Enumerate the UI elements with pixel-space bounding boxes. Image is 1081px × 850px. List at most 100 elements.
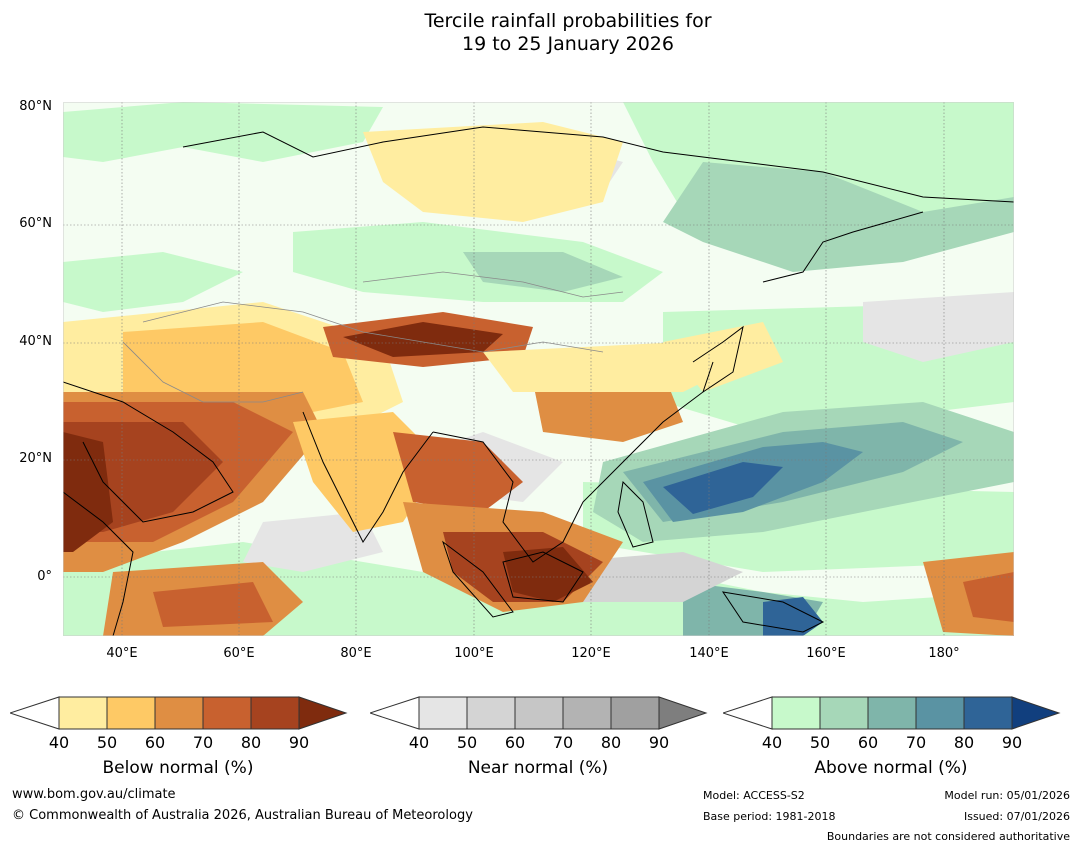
above-colorbar-low-arrow [723, 696, 773, 730]
coast-india [302, 411, 434, 543]
below-tick: 50 [96, 733, 118, 752]
near-tick: 50 [456, 733, 478, 752]
below-normal-title: Below normal (%) [102, 758, 254, 778]
china-yellow [483, 342, 723, 392]
model-run-text: Model run: 05/01/2026 [944, 789, 1070, 802]
lon-label-60e: 60°E [223, 646, 255, 661]
country-borders [122, 271, 624, 403]
above-tick: 80 [953, 733, 975, 752]
central-asia-teal [463, 252, 623, 292]
border-central-asia [142, 301, 604, 353]
near-normal-title: Near normal (%) [467, 758, 609, 778]
title-line-1: Tercile rainfall probabilities for [424, 10, 712, 32]
near-swatch-4 [562, 696, 612, 730]
map-frame [63, 102, 1014, 636]
japan-yellow [663, 322, 783, 392]
copyright-text: © Commonwealth of Australia 2026, Austra… [12, 808, 473, 823]
coast-japan [692, 325, 744, 393]
lon-label-120e: 120°E [571, 646, 611, 661]
graticule [63, 102, 1014, 636]
border-mongolia [362, 271, 624, 298]
se-pacific-brown [963, 572, 1014, 622]
below-tick: 60 [144, 733, 166, 752]
lon-label-100e: 100°E [454, 646, 494, 661]
near-colorbar-low-arrow [370, 696, 420, 730]
below-normal-colorbar [10, 696, 348, 730]
coast-sumatra [442, 540, 514, 618]
below-swatch-2 [106, 696, 156, 730]
rainfall-map[interactable] [63, 102, 1014, 636]
coast-philippines [617, 480, 654, 548]
title-line-2: 19 to 25 January 2026 [462, 33, 674, 55]
below-tick: 70 [192, 733, 214, 752]
lon-label-160e: 160°E [806, 646, 846, 661]
lon-label-180: 180° [928, 646, 960, 661]
lat-label-80n: 80°N [19, 99, 52, 114]
coast-kamchatka [762, 211, 924, 283]
below-tick: 40 [48, 733, 70, 752]
coast-borneo [502, 551, 584, 603]
above-swatch-6 [1011, 696, 1061, 730]
lat-label-60n: 60°N [19, 216, 52, 231]
near-swatch-3 [514, 696, 564, 730]
near-tick: 80 [600, 733, 622, 752]
western-green [63, 252, 243, 312]
boundaries-disclaimer: Boundaries are not considered authoritat… [826, 830, 1070, 843]
lat-label-40n: 40°N [19, 334, 52, 349]
below-swatch-5 [250, 696, 300, 730]
above-tick: 50 [809, 733, 831, 752]
above-swatch-2 [819, 696, 869, 730]
png-blue [763, 597, 823, 636]
borneo-dark [503, 547, 593, 602]
africa-dark [63, 432, 113, 552]
coast-africa-east [63, 491, 134, 636]
below-tick: 90 [288, 733, 310, 752]
chart-title: Tercile rainfall probabilities for 19 to… [0, 10, 1081, 56]
coast-arabia [63, 381, 234, 523]
below-swatch-3 [154, 696, 204, 730]
above-normal-colorbar [723, 696, 1061, 730]
coast-arctic [182, 126, 1014, 203]
coast-se-asia [432, 361, 714, 563]
siberia-teal [663, 162, 1014, 272]
near-normal-colorbar [370, 696, 708, 730]
near-swatch-2 [466, 696, 516, 730]
above-swatch-1 [771, 696, 821, 730]
below-colorbar-low-arrow [10, 696, 60, 730]
near-swatch-6 [658, 696, 708, 730]
below-tick: 80 [240, 733, 262, 752]
above-tick: 60 [857, 733, 879, 752]
near-tick: 70 [552, 733, 574, 752]
above-tick: 70 [905, 733, 927, 752]
near-tick: 60 [504, 733, 526, 752]
near-tick: 40 [408, 733, 430, 752]
near-swatch-1 [418, 696, 468, 730]
yellow-siberia [363, 122, 623, 222]
lon-label-80e: 80°E [340, 646, 372, 661]
coastlines [63, 126, 1014, 636]
lat-label-0: 0° [37, 569, 52, 584]
above-normal-title: Above normal (%) [814, 758, 968, 778]
near-tick: 90 [648, 733, 670, 752]
below-swatch-6 [298, 696, 348, 730]
pacific-deep-blue [663, 462, 783, 514]
above-tick: 90 [1001, 733, 1023, 752]
above-swatch-3 [867, 696, 917, 730]
near-swatch-5 [610, 696, 660, 730]
lon-label-40e: 40°E [106, 646, 138, 661]
grey-arabian-sea [243, 512, 383, 572]
above-swatch-4 [915, 696, 965, 730]
website-link[interactable]: www.bom.gov.au/climate [12, 787, 176, 802]
arctic-green-band [63, 102, 383, 162]
above-tick: 40 [761, 733, 783, 752]
model-text: Model: ACCESS-S2 [703, 789, 805, 802]
lat-label-20n: 20°N [19, 451, 52, 466]
below-swatch-4 [202, 696, 252, 730]
base-period-text: Base period: 1981-2018 [703, 810, 836, 823]
border-middle-east [122, 341, 304, 403]
below-normal-regions [63, 122, 1014, 636]
east-africa-brown [153, 582, 273, 627]
tibet-dark [343, 322, 503, 357]
lon-label-140e: 140°E [689, 646, 729, 661]
grey-pacific-east [863, 292, 1014, 362]
